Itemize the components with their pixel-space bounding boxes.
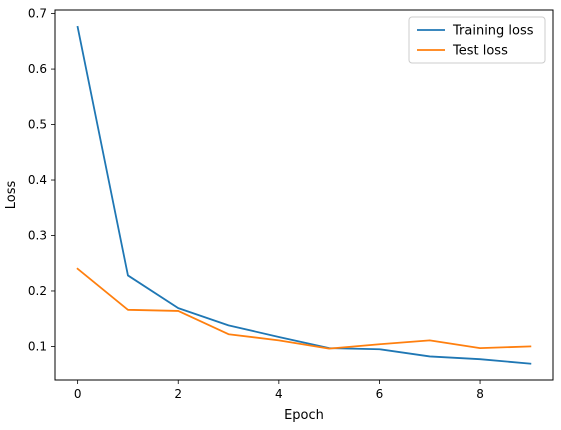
y-tick-label: 0.7 — [28, 7, 47, 21]
y-tick-label: 0.1 — [28, 339, 47, 353]
x-axis-label: Epoch — [284, 408, 324, 423]
x-axis-ticks: 0 2 4 6 8 — [74, 380, 484, 401]
x-tick-label: 6 — [376, 387, 384, 401]
y-tick-label: 0.6 — [28, 62, 47, 76]
plot-area-frame — [54, 9, 554, 381]
series-line-training-loss — [76, 25, 532, 365]
y-axis-ticks: 0.1 0.2 0.3 0.4 0.5 0.6 0.7 — [28, 7, 55, 353]
x-tick-label: 0 — [74, 387, 82, 401]
series-layer — [76, 25, 532, 365]
y-tick-label: 0.2 — [28, 284, 47, 298]
x-tick-label: 2 — [174, 387, 182, 401]
x-tick-label: 8 — [476, 387, 484, 401]
legend-box — [408, 16, 546, 64]
y-tick-label: 0.5 — [28, 118, 47, 132]
legend: Training loss Test loss — [408, 16, 546, 64]
y-axis-label: Loss — [4, 181, 19, 210]
legend-label: Training loss — [452, 24, 534, 39]
legend-label: Test loss — [452, 44, 508, 59]
series-line-test-loss — [76, 267, 532, 350]
x-tick-label: 4 — [275, 387, 283, 401]
y-tick-label: 0.3 — [28, 228, 47, 242]
y-tick-label: 0.4 — [28, 173, 47, 187]
